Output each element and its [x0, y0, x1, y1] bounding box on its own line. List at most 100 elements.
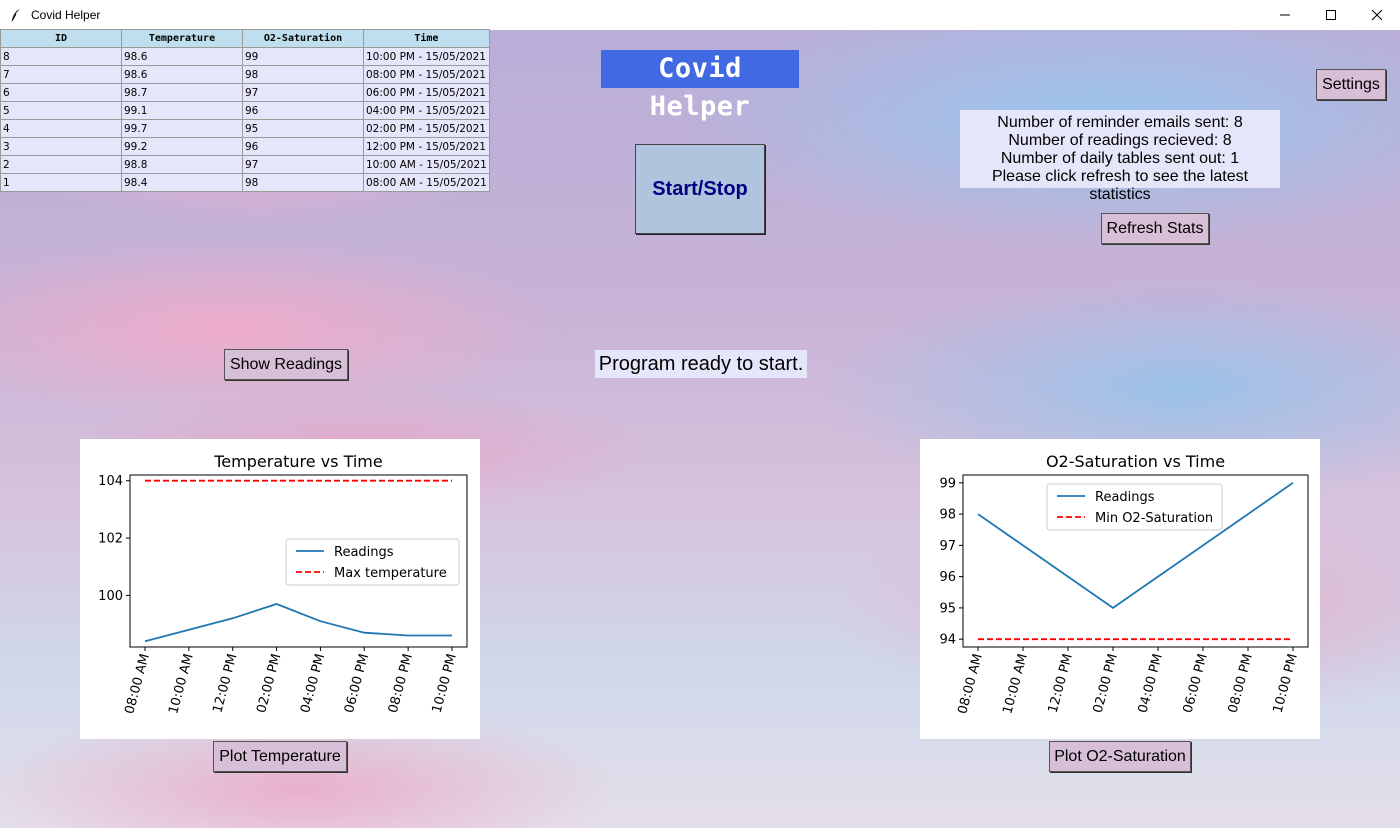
cell-time: 10:00 PM - 15/05/2021	[363, 47, 490, 66]
column-header-o2[interactable]: O2-Saturation	[242, 29, 364, 48]
table-row[interactable]: 4 99.7 95 02:00 PM - 15/05/2021	[0, 119, 490, 138]
column-header-temperature[interactable]: Temperature	[121, 29, 243, 48]
minimize-icon	[1280, 14, 1290, 16]
y-tick-label: 97	[939, 539, 956, 554]
window-title: Covid Helper	[31, 8, 101, 22]
column-header-id[interactable]: ID	[0, 29, 122, 48]
maximize-button[interactable]	[1308, 0, 1354, 30]
start-stop-button[interactable]: Start/Stop	[635, 144, 765, 234]
cell-o2: 97	[242, 155, 364, 174]
y-tick-label: 104	[98, 474, 123, 489]
plot-frame	[962, 474, 1309, 648]
readings-table: ID Temperature O2-Saturation Time 8 98.6…	[0, 29, 490, 192]
cell-o2: 99	[242, 47, 364, 66]
cell-time: 10:00 AM - 15/05/2021	[363, 155, 490, 174]
table-row[interactable]: 2 98.8 97 10:00 AM - 15/05/2021	[0, 155, 490, 174]
y-tick-label: 99	[939, 476, 956, 491]
cell-o2: 95	[242, 119, 364, 138]
column-header-time[interactable]: Time	[363, 29, 490, 48]
x-tick-label: 08:00 PM	[386, 652, 416, 714]
window-titlebar: Covid Helper	[0, 0, 1400, 31]
stat-tables-sent: Number of daily tables sent out: 1	[1000, 150, 1240, 167]
o2-saturation-chart: O2-Saturation vs Time 94 95 96 97 98 99 08:00 A…	[920, 439, 1320, 739]
x-tick-label: 02:00 PM	[254, 652, 284, 714]
x-tick-label: 10:00 AM	[1000, 652, 1030, 715]
cell-temperature: 99.2	[121, 137, 243, 156]
cell-temperature: 98.7	[121, 83, 243, 102]
cell-time: 02:00 PM - 15/05/2021	[363, 119, 490, 138]
refresh-stats-button[interactable]: Refresh Stats	[1101, 213, 1209, 244]
stat-refresh-hint: Please click refresh to see the latest s…	[991, 168, 1249, 203]
cell-time: 08:00 AM - 15/05/2021	[363, 173, 490, 192]
cell-id: 2	[0, 155, 122, 174]
plot-o2-saturation-button[interactable]: Plot O2-Saturation	[1049, 741, 1191, 772]
y-tick-label: 95	[939, 601, 956, 616]
legend-label: Readings	[334, 545, 394, 560]
chart-title: Temperature vs Time	[213, 452, 382, 471]
settings-button[interactable]: Settings	[1316, 69, 1386, 100]
cell-temperature: 98.6	[121, 47, 243, 66]
table-row[interactable]: 3 99.2 96 12:00 PM - 15/05/2021	[0, 137, 490, 156]
x-tick-label: 02:00 PM	[1091, 652, 1121, 714]
x-tick-label: 08:00 PM	[1226, 652, 1256, 714]
x-tick-label: 04:00 PM	[298, 652, 328, 714]
legend-label: Readings	[1095, 490, 1155, 505]
y-tick-label: 102	[98, 532, 123, 547]
x-tick-label: 10:00 PM	[1271, 652, 1301, 714]
chart-legend	[1046, 483, 1223, 531]
cell-o2: 96	[242, 137, 364, 156]
cell-time: 04:00 PM - 15/05/2021	[363, 101, 490, 120]
o2-saturation-chart-svg: O2-Saturation vs Time 94 95 96 97 98 99 08:00 A…	[939, 452, 1309, 716]
x-tick-label: 12:00 PM	[1046, 652, 1076, 714]
close-button[interactable]	[1354, 0, 1400, 30]
cell-time: 08:00 PM - 15/05/2021	[363, 65, 490, 84]
cell-id: 6	[0, 83, 122, 102]
cell-temperature: 98.6	[121, 65, 243, 84]
temperature-chart: Temperature vs Time 100 102 104 08:00 AM 10:0…	[80, 439, 480, 739]
table-row[interactable]: 1 98.4 98 08:00 AM - 15/05/2021	[0, 173, 490, 192]
cell-temperature: 98.8	[121, 155, 243, 174]
chart-title: O2-Saturation vs Time	[1046, 452, 1225, 471]
cell-o2: 96	[242, 101, 364, 120]
x-tick-label: 10:00 PM	[430, 652, 460, 714]
y-tick-label: 94	[939, 633, 956, 648]
temperature-chart-svg: Temperature vs Time 100 102 104 08:00 AM 10:0…	[98, 452, 468, 716]
stat-readings-received: Number of readings recieved: 8	[1008, 132, 1232, 149]
minimize-button[interactable]	[1262, 0, 1308, 30]
table-row[interactable]: 7 98.6 98 08:00 PM - 15/05/2021	[0, 65, 490, 84]
x-tick-label: 04:00 PM	[1136, 652, 1166, 714]
cell-o2: 97	[242, 83, 364, 102]
close-icon	[1371, 9, 1383, 21]
x-tick-label: 10:00 AM	[166, 652, 196, 715]
cell-id: 8	[0, 47, 122, 66]
readings-line	[977, 482, 1294, 609]
legend-label: Max temperature	[334, 566, 447, 581]
cell-o2: 98	[242, 173, 364, 192]
legend-label: Min O2-Saturation	[1095, 511, 1213, 526]
cell-id: 1	[0, 173, 122, 192]
table-header-row: ID Temperature O2-Saturation Time	[0, 29, 490, 48]
feather-icon	[11, 9, 20, 22]
table-row[interactable]: 5 99.1 96 04:00 PM - 15/05/2021	[0, 101, 490, 120]
plot-temperature-button[interactable]: Plot Temperature	[213, 741, 347, 772]
statistics-panel: Number of reminder emails sent: 8 Number…	[960, 110, 1280, 203]
x-tick-label: 06:00 PM	[342, 652, 372, 714]
cell-time: 12:00 PM - 15/05/2021	[363, 137, 490, 156]
cell-id: 4	[0, 119, 122, 138]
stat-emails-sent: Number of reminder emails sent: 8	[997, 114, 1243, 131]
readings-line	[144, 603, 452, 643]
y-tick-label: 100	[98, 589, 123, 604]
x-tick-label: 08:00 AM	[122, 652, 152, 715]
cell-temperature: 98.4	[121, 173, 243, 192]
y-tick-label: 96	[939, 570, 956, 585]
maximize-icon	[1326, 10, 1336, 20]
table-row[interactable]: 6 98.7 97 06:00 PM - 15/05/2021	[0, 83, 490, 102]
y-tick-label: 98	[939, 508, 956, 523]
chart-legend	[285, 538, 460, 586]
show-readings-button[interactable]: Show Readings	[224, 349, 348, 380]
cell-temperature: 99.7	[121, 119, 243, 138]
cell-id: 3	[0, 137, 122, 156]
cell-time: 06:00 PM - 15/05/2021	[363, 83, 490, 102]
x-tick-label: 12:00 PM	[210, 652, 240, 714]
table-row[interactable]: 8 98.6 99 10:00 PM - 15/05/2021	[0, 47, 490, 66]
